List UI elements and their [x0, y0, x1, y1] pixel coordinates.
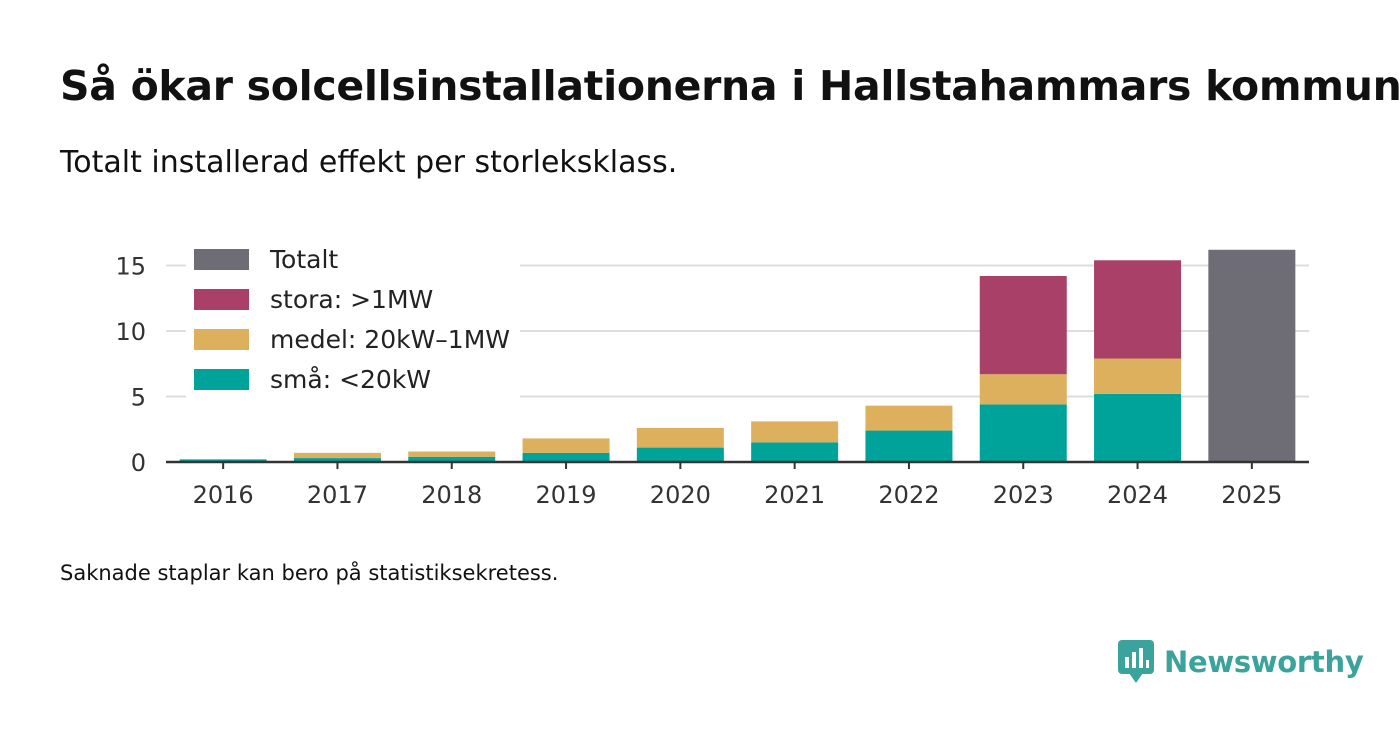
legend-label: Totalt — [269, 245, 338, 274]
bar-segment — [293, 452, 381, 459]
bar-segment — [293, 458, 381, 462]
x-tick-label: 2022 — [878, 481, 939, 509]
x-tick-label: 2016 — [193, 481, 254, 509]
bar-segment — [408, 456, 496, 462]
x-tick-label: 2020 — [650, 481, 711, 509]
legend-label: stora: >1MW — [270, 285, 433, 314]
chart-subtitle: Totalt installerad effekt per storlekskl… — [60, 145, 678, 180]
bars — [179, 249, 1296, 462]
x-tick-label: 2024 — [1107, 481, 1168, 509]
y-tick-label: 0 — [131, 449, 146, 477]
legend-swatch — [194, 289, 249, 310]
bar-segment — [408, 451, 496, 457]
newsworthy-logo: Newsworthy — [1118, 640, 1364, 684]
bar-segment — [751, 442, 839, 462]
bar-segment — [522, 452, 610, 462]
legend-swatch — [194, 369, 249, 390]
y-tick-label: 15 — [115, 253, 146, 281]
bar-segment — [636, 447, 724, 462]
bar-chart-speech-bubble-icon — [1118, 640, 1154, 683]
bar-segment — [979, 374, 1067, 405]
x-axis-ticks: 2016 2017 2018 2019 2020 2021 2022 2023 2024 2025 — [193, 462, 1282, 509]
bar-segment — [1094, 260, 1182, 359]
x-tick-label: 2023 — [993, 481, 1054, 509]
bar-segment — [179, 459, 267, 462]
x-tick-label: 2018 — [421, 481, 482, 509]
brand-name: Newsworthy — [1164, 645, 1364, 679]
bar-segment — [751, 421, 839, 443]
legend-label: medel: 20kW–1MW — [270, 325, 510, 354]
bar-segment — [865, 405, 953, 431]
bar-segment — [979, 404, 1067, 462]
x-tick-label: 2021 — [764, 481, 825, 509]
legend: Totalt stora: >1MW medel: 20kW–1MW små: <20… — [186, 240, 520, 398]
x-tick-label: 2017 — [307, 481, 368, 509]
stacked-bar-chart: 2016 2017 2018 2019 2020 2021 2022 2023 2024 2025… — [115, 240, 1309, 509]
legend-swatch — [194, 329, 249, 350]
bar-segment — [522, 438, 610, 453]
bar-segment — [1094, 393, 1182, 462]
chart-title: Så ökar solcellsinstallationerna i Halls… — [60, 62, 1400, 110]
bar-segment — [1208, 249, 1296, 462]
bar-segment — [979, 275, 1067, 375]
bar-segment — [1094, 358, 1182, 394]
legend-swatch — [194, 249, 249, 270]
y-tick-label: 5 — [131, 384, 146, 412]
x-tick-label: 2025 — [1221, 481, 1282, 509]
x-tick-label: 2019 — [536, 481, 597, 509]
bar-segment — [865, 430, 953, 462]
y-tick-label: 10 — [115, 318, 146, 346]
footnote: Saknade staplar kan bero på statistiksek… — [60, 561, 559, 585]
bar-segment — [636, 427, 724, 448]
y-axis-ticks: 0 5 10 15 — [115, 253, 146, 478]
legend-label: små: <20kW — [270, 365, 431, 394]
